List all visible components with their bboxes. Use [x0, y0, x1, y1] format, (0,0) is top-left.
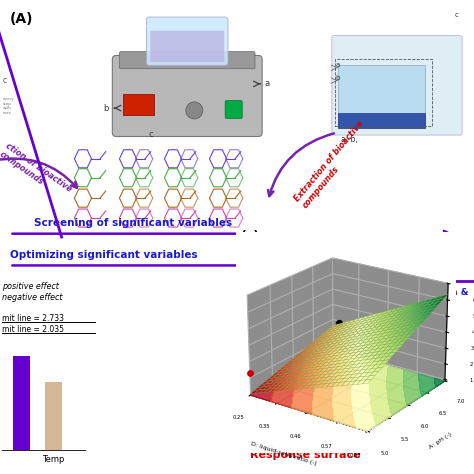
Bar	[45, 382, 62, 450]
FancyBboxPatch shape	[338, 65, 425, 124]
Text: c: c	[455, 12, 459, 18]
Text: Screening of significant variables: Screening of significant variables	[34, 219, 232, 228]
FancyBboxPatch shape	[332, 36, 462, 135]
Bar	[13, 356, 30, 450]
Text: mit line = 2.733: mit line = 2.733	[2, 314, 64, 323]
X-axis label: D: liquid-solid ratio (-): D: liquid-solid ratio (-)	[250, 441, 318, 466]
FancyBboxPatch shape	[146, 17, 228, 65]
Text: positive effect: positive effect	[2, 283, 59, 291]
FancyBboxPatch shape	[150, 31, 224, 62]
Text: a: a	[264, 80, 270, 88]
Text: negative effect: negative effect	[2, 293, 63, 301]
FancyBboxPatch shape	[112, 55, 262, 137]
FancyBboxPatch shape	[123, 94, 154, 115]
Text: b: b	[103, 104, 109, 112]
Text: every
step
with
care: every step with care	[2, 97, 14, 115]
Text: c: c	[2, 76, 7, 85]
Text: ction of bioactive
compounds: ction of bioactive compounds	[0, 141, 73, 202]
Text: a: a	[336, 63, 340, 68]
Circle shape	[186, 102, 203, 119]
Text: (c): (c)	[241, 230, 260, 243]
Text: (A): (A)	[9, 12, 33, 26]
Text: Response surface: Response surface	[250, 450, 361, 460]
Text: mit line = 2.035: mit line = 2.035	[2, 325, 64, 334]
Bar	[335, 59, 432, 126]
Text: Optimizing significant variables: Optimizing significant variables	[10, 250, 198, 260]
FancyBboxPatch shape	[225, 100, 242, 118]
Y-axis label: A: pH (-): A: pH (-)	[428, 431, 452, 450]
Text: b: b	[336, 75, 340, 81]
Text: c: c	[148, 130, 153, 139]
Text: Extraction of bioactive
compounds: Extraction of bioactive compounds	[292, 119, 373, 210]
Text: a, b,: a, b,	[341, 135, 358, 144]
FancyBboxPatch shape	[119, 52, 255, 69]
FancyBboxPatch shape	[338, 113, 425, 128]
Text: Optimum condition &: Optimum condition &	[360, 288, 469, 297]
